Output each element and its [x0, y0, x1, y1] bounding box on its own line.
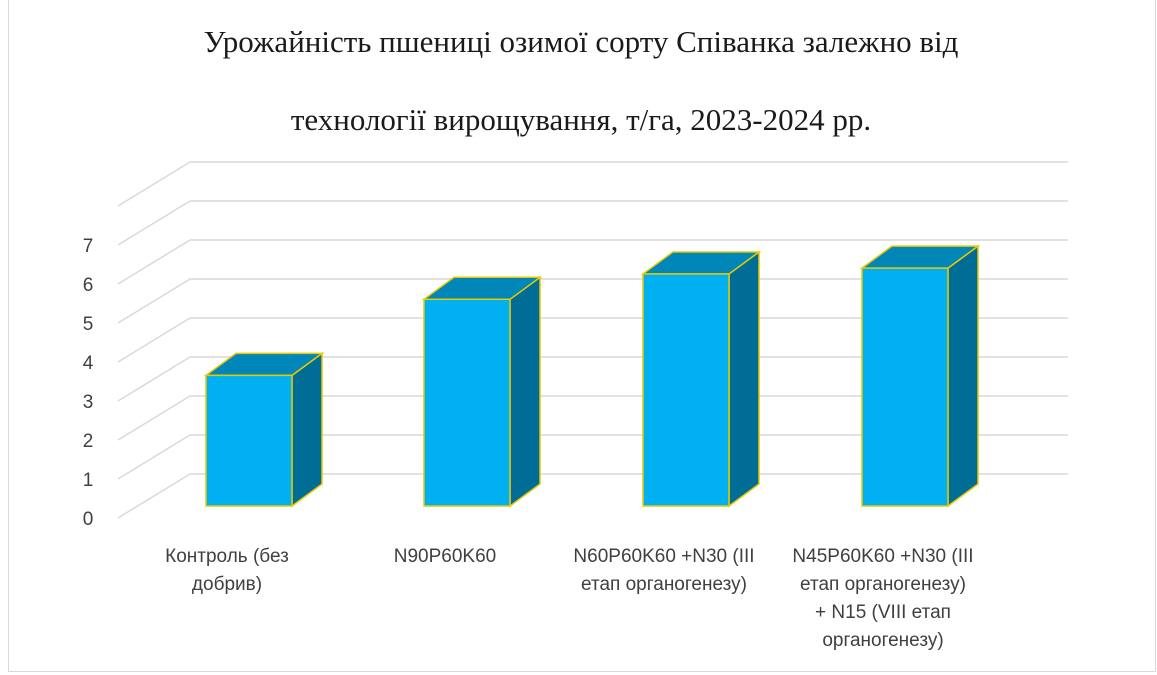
bar-front [642, 273, 730, 507]
category-label: добрив) [192, 574, 262, 595]
chart-frame [8, 0, 1156, 672]
chart-title-line-2: технології вирощування, т/га, 2023-2024 … [291, 102, 871, 137]
bar-side [728, 250, 760, 508]
grid-line-depth [117, 161, 191, 207]
y-tick-label: 2 [83, 431, 94, 452]
bar-front [205, 374, 293, 507]
bar-front [423, 298, 511, 507]
grid-line-depth [117, 200, 191, 246]
category-label: N60P60K60 +N30 (III [573, 546, 754, 567]
bars [203, 244, 981, 508]
y-tick-label: 6 [83, 275, 94, 296]
bar [203, 351, 325, 508]
category-label: органогенезу) [822, 630, 943, 651]
category-label: Контроль (без [165, 546, 289, 567]
bar-front [861, 267, 949, 507]
chart-title-line-1: Урожайність пшениці озимої сорту Співанк… [204, 24, 959, 59]
category-label: N45P60K60 +N30 (III [792, 546, 973, 567]
y-tick-label: 5 [83, 314, 94, 335]
bar-side [291, 351, 323, 508]
y-tick-label: 4 [83, 353, 94, 374]
category-label: етап органогенезу) [581, 574, 747, 595]
chart-title: Урожайність пшениці озимої сорту Співанк… [204, 24, 959, 137]
bar [640, 250, 762, 508]
y-axis-ticks: 0 1 2 3 4 5 6 7 [83, 236, 94, 530]
y-tick-label: 0 [83, 509, 94, 530]
grid-line-depth [117, 434, 191, 480]
grid-line-depth [117, 395, 191, 441]
grid-line-depth [117, 356, 191, 402]
bar [859, 244, 981, 508]
grid-line-depth [117, 278, 191, 324]
y-tick-label: 7 [83, 236, 94, 257]
bar-side [509, 275, 541, 508]
grid-line-depth [117, 473, 191, 519]
x-axis-categories: Контроль (без добрив) N90P60K60 N60P60K60 +… [165, 546, 973, 651]
category-label: + N15 (VIII етап [815, 602, 951, 623]
y-tick-label: 1 [83, 470, 94, 491]
bar [421, 275, 543, 508]
category-label: N90P60K60 [394, 546, 496, 567]
bar-side [947, 244, 979, 508]
grid-line-depth [117, 239, 191, 285]
category-label: етап органогенезу) [800, 574, 966, 595]
y-tick-label: 3 [83, 392, 94, 413]
grid-line-depth [117, 317, 191, 363]
